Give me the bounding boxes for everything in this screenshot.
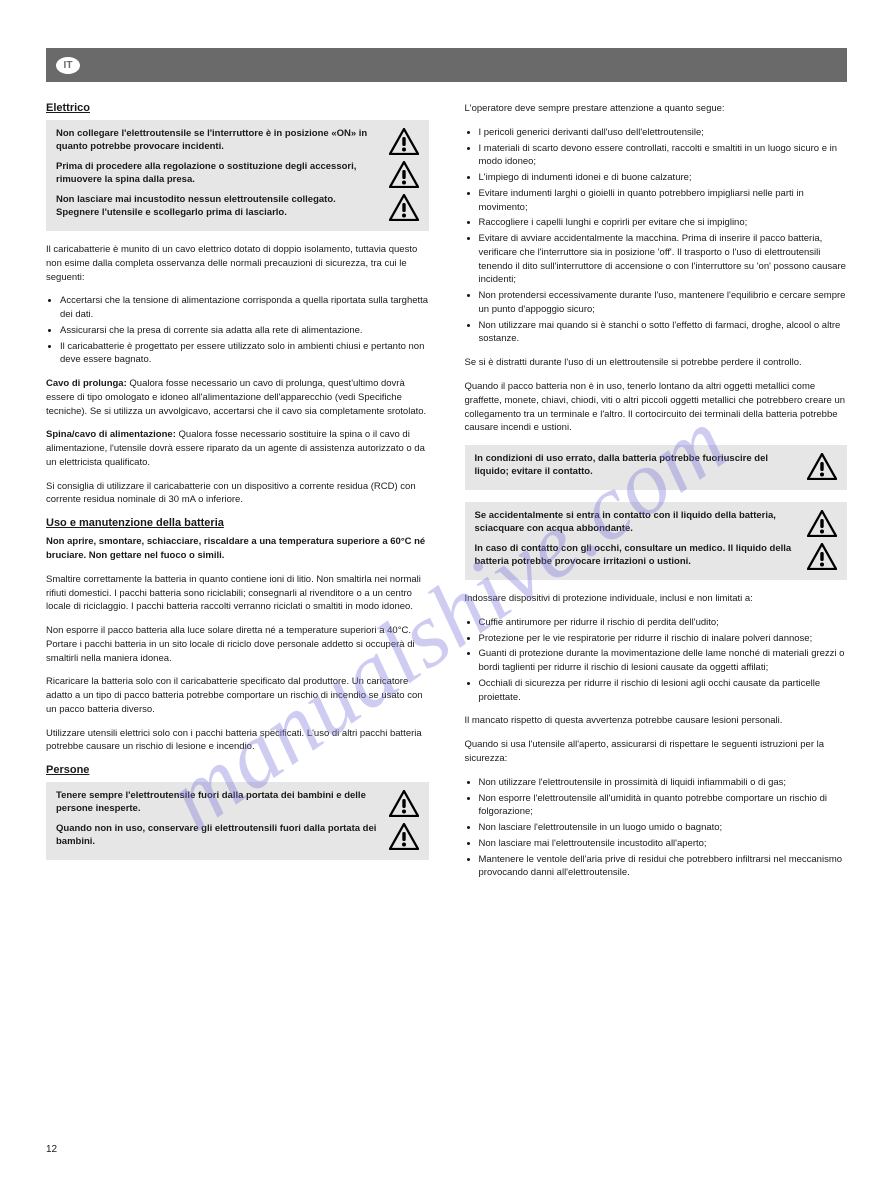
bullet-list: Accertarsi che la tensione di alimentazi… <box>46 294 429 367</box>
list-item: Non lasciare mai l'elettroutensile incus… <box>479 837 848 851</box>
warning-text: Prima di procedere alla regolazione o so… <box>56 161 381 187</box>
page-number: 12 <box>46 1144 57 1155</box>
list-item: Occhiali di sicurezza per ridurre il ris… <box>479 677 848 705</box>
paragraph: Utilizzare utensili elettrici solo con i… <box>46 727 429 755</box>
warning-text: Se accidentalmente si entra in contatto … <box>475 510 800 536</box>
paragraph: Il caricabatterie è munito di un cavo el… <box>46 243 429 284</box>
warning-row: Non collegare l'elettroutensile se l'int… <box>56 128 419 155</box>
paragraph: Quando il pacco batteria non è in uso, t… <box>465 380 848 435</box>
header-bar: IT <box>46 48 847 82</box>
list-item: Cuffie antirumore per ridurre il rischio… <box>479 616 848 630</box>
list-item: Non protendersi eccessivamente durante l… <box>479 289 848 317</box>
warning-row: Quando non in uso, conservare gli elettr… <box>56 823 419 850</box>
warning-text: In condizioni di uso errato, dalla batte… <box>475 453 800 479</box>
list-item: Non lasciare l'elettroutensile in un luo… <box>479 821 848 835</box>
paragraph: Indossare dispositivi di protezione indi… <box>465 592 848 606</box>
paragraph: L'operatore deve sempre prestare attenzi… <box>465 102 848 116</box>
list-item: I materiali di scarto devono essere cont… <box>479 142 848 170</box>
warning-text: Tenere sempre l'elettroutensile fuori da… <box>56 790 381 816</box>
list-item: Evitare indumenti larghi o gioielli in q… <box>479 187 848 215</box>
bullet-list: Cuffie antirumore per ridurre il rischio… <box>465 616 848 705</box>
warning-text: Non collegare l'elettroutensile se l'int… <box>56 128 381 154</box>
paragraph: Non esporre il pacco batteria alla luce … <box>46 624 429 665</box>
warning-text: Non lasciare mai incustodito nessun elet… <box>56 194 381 220</box>
warning-icon <box>807 453 837 480</box>
right-column: L'operatore deve sempre prestare attenzi… <box>465 102 848 890</box>
paragraph: Cavo di prolunga: Qualora fosse necessar… <box>46 377 429 418</box>
list-item: L'impiego di indumenti idonei e di buone… <box>479 171 848 185</box>
list-item: Non utilizzare mai quando si è stanchi o… <box>479 319 848 347</box>
content-columns: Elettrico Non collegare l'elettroutensil… <box>46 102 847 890</box>
list-item: Raccogliere i capelli lunghi e coprirli … <box>479 216 848 230</box>
warning-box-people: Tenere sempre l'elettroutensile fuori da… <box>46 782 429 860</box>
section-title-battery: Uso e manutenzione della batteria <box>46 517 429 529</box>
list-item: Protezione per le vie respiratorie per r… <box>479 632 848 646</box>
warning-text: Quando non in uso, conservare gli elettr… <box>56 823 381 849</box>
list-item: Mantenere le ventole dell'aria prive di … <box>479 853 848 881</box>
paragraph: Smaltire correttamente la batteria in qu… <box>46 573 429 614</box>
warning-icon <box>389 128 419 155</box>
paragraph: Si consiglia di utilizzare il caricabatt… <box>46 480 429 508</box>
warning-box-liquid2: Se accidentalmente si entra in contatto … <box>465 502 848 580</box>
list-item: Accertarsi che la tensione di alimentazi… <box>60 294 429 322</box>
warning-text: In caso di contatto con gli occhi, consu… <box>475 543 800 569</box>
warning-icon <box>389 790 419 817</box>
list-item: Assicurarsi che la presa di corrente sia… <box>60 324 429 338</box>
warning-row: Se accidentalmente si entra in contatto … <box>475 510 838 537</box>
warning-row: In caso di contatto con gli occhi, consu… <box>475 543 838 570</box>
section-title-people: Persone <box>46 764 429 776</box>
list-item: Non utilizzare l'elettroutensile in pros… <box>479 776 848 790</box>
paragraph: Il mancato rispetto di questa avvertenza… <box>465 714 848 728</box>
warning-row: Non lasciare mai incustodito nessun elet… <box>56 194 419 221</box>
paragraph: Ricaricare la batteria solo con il caric… <box>46 675 429 716</box>
section-title-electrical: Elettrico <box>46 102 429 114</box>
bullet-list: I pericoli generici derivanti dall'uso d… <box>465 126 848 346</box>
warning-icon <box>389 823 419 850</box>
warning-icon <box>389 194 419 221</box>
list-item: Il caricabatterie è progettato per esser… <box>60 340 429 368</box>
list-item: Evitare di avviare accidentalmente la ma… <box>479 232 848 287</box>
warning-box-electrical: Non collegare l'elettroutensile se l'int… <box>46 120 429 231</box>
list-item: Non esporre l'elettroutensile all'umidit… <box>479 792 848 820</box>
paragraph: Quando si usa l'utensile all'aperto, ass… <box>465 738 848 766</box>
warning-row: In condizioni di uso errato, dalla batte… <box>475 453 838 480</box>
warning-icon <box>807 510 837 537</box>
paragraph: Non aprire, smontare, schiacciare, risca… <box>46 535 429 563</box>
language-badge: IT <box>56 57 80 74</box>
paragraph: Se si è distratti durante l'uso di un el… <box>465 356 848 370</box>
warning-row: Tenere sempre l'elettroutensile fuori da… <box>56 790 419 817</box>
warning-row: Prima di procedere alla regolazione o so… <box>56 161 419 188</box>
bullet-list: Non utilizzare l'elettroutensile in pros… <box>465 776 848 880</box>
paragraph: Spina/cavo di alimentazione: Qualora fos… <box>46 428 429 469</box>
left-column: Elettrico Non collegare l'elettroutensil… <box>46 102 429 890</box>
language-code: IT <box>64 60 73 71</box>
warning-icon <box>807 543 837 570</box>
warning-icon <box>389 161 419 188</box>
list-item: Guanti di protezione durante la moviment… <box>479 647 848 675</box>
warning-box-liquid1: In condizioni di uso errato, dalla batte… <box>465 445 848 490</box>
list-item: I pericoli generici derivanti dall'uso d… <box>479 126 848 140</box>
